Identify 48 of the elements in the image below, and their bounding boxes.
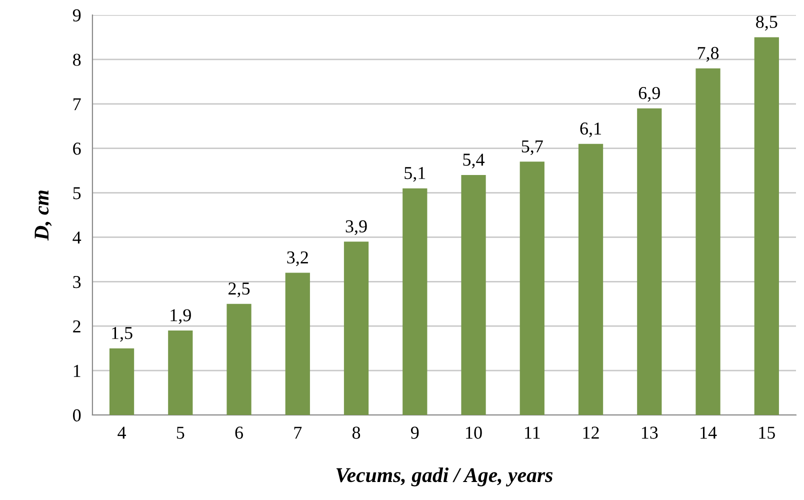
bar (461, 175, 486, 415)
data-label: 6,1 (580, 122, 601, 138)
bar (109, 348, 134, 415)
bar (520, 162, 544, 415)
data-label: 3,9 (346, 220, 367, 236)
x-tick-label: 4 (118, 426, 126, 439)
x-tick-label: 5 (176, 426, 184, 439)
x-axis-title: Vecums, gadi / Age, years (336, 467, 553, 486)
y-tick-label: 9 (72, 9, 81, 22)
data-label: 6,9 (638, 86, 660, 102)
data-label: 1,5 (112, 327, 132, 342)
bar (344, 242, 369, 415)
x-tick-label: 7 (294, 426, 302, 439)
x-tick-label: 6 (235, 426, 243, 439)
bar (285, 272, 310, 415)
y-tick-label: 8 (73, 54, 81, 66)
y-tick-label: 7 (74, 98, 81, 110)
bar (696, 68, 720, 415)
y-tick-label: 5 (73, 187, 81, 200)
bar (637, 108, 662, 415)
data-label: 7,8 (698, 46, 719, 62)
x-tick-label: 15 (759, 426, 775, 439)
y-tick-label: 0 (73, 409, 81, 422)
y-tick-label: 4 (72, 232, 82, 244)
bar (226, 304, 252, 415)
y-axis-title: D, cm (34, 190, 52, 241)
x-tick-label: 10 (466, 426, 482, 439)
x-tick-label: 9 (410, 426, 419, 439)
x-tick-label: 13 (642, 426, 658, 439)
data-label: 8,5 (756, 16, 778, 31)
x-tick-label: 14 (700, 426, 717, 439)
bar (754, 37, 779, 415)
bar (402, 188, 428, 415)
y-tick-label: 6 (73, 142, 81, 155)
bar (168, 330, 193, 415)
x-tick-label: 8 (352, 426, 360, 439)
y-tick-label: 3 (73, 276, 81, 288)
data-label: 2,5 (228, 282, 250, 298)
data-label: 3,2 (287, 251, 308, 266)
data-label: 5,4 (463, 154, 485, 168)
y-tick-label: 1 (74, 364, 80, 377)
x-tick-label: 12 (583, 426, 599, 439)
data-label: 5,1 (404, 167, 426, 182)
bar (578, 144, 604, 415)
data-label: 5,7 (522, 140, 543, 156)
data-label: 1,9 (170, 309, 191, 324)
y-tick-label: 2 (73, 320, 80, 332)
x-tick-label: 11 (525, 426, 540, 439)
